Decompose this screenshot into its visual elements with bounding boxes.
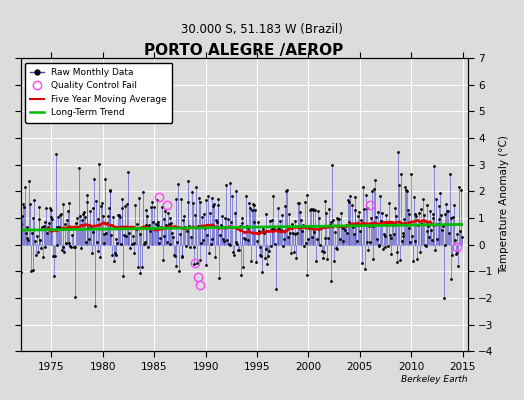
Text: 30.000 S, 51.183 W (Brazil): 30.000 S, 51.183 W (Brazil) — [181, 24, 343, 36]
Text: Berkeley Earth: Berkeley Earth — [401, 375, 467, 384]
Title: PORTO ALEGRE /AEROP: PORTO ALEGRE /AEROP — [145, 43, 344, 58]
Y-axis label: Temperature Anomaly (°C): Temperature Anomaly (°C) — [499, 135, 509, 274]
Legend: Raw Monthly Data, Quality Control Fail, Five Year Moving Average, Long-Term Tren: Raw Monthly Data, Quality Control Fail, … — [25, 62, 172, 123]
